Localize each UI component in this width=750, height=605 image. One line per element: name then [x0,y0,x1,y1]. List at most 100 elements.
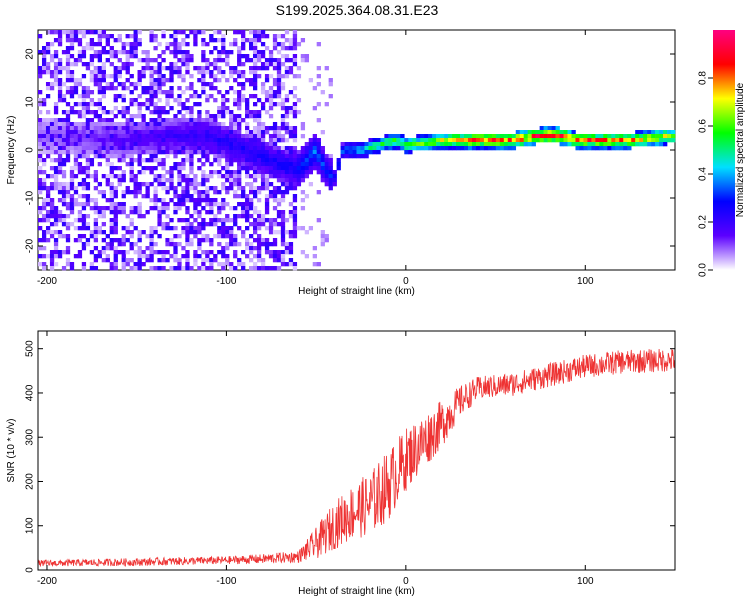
spectrogram-cell [288,90,294,95]
spectrogram-cell [173,50,178,55]
spectrogram-cell [121,110,126,115]
spectrogram-cell [328,178,333,183]
spectrogram-cell [145,146,150,151]
spectrogram-cell [448,142,453,147]
spectrogram-cell [121,114,126,119]
spectrogram-cell [260,266,266,271]
spectrogram-cell [651,134,656,139]
spectrogram-cell [268,94,274,99]
spectrogram-cell [38,122,43,127]
spectrogram-cell [193,254,198,259]
spectrogram-cell [272,138,278,143]
spectrogram-cell [591,134,596,139]
spectrogram-cell [280,162,286,167]
spectrogram-cell [260,146,266,151]
spectrogram-cell [153,38,158,43]
spectrogram-cell [49,54,55,59]
spectrogram-cell [145,254,150,259]
spectrogram-cell [141,130,146,135]
spectrogram-cell [205,58,210,63]
spectrogram-cell [157,210,162,215]
spectrogram-cell [264,198,270,203]
spectrogram-cell [304,170,310,175]
spectrogram-cell [81,194,87,199]
spectrogram-cell [97,42,102,47]
spectrogram-cell [41,138,47,143]
spectrogram-cell [233,42,238,47]
spectrogram-cell [225,262,230,267]
spectrogram-cell [260,134,266,139]
spectrogram-cell [209,62,214,67]
spectrogram-cell [292,146,298,151]
spectrogram-cell [233,138,238,143]
spectrogram-cell [165,170,170,175]
spectrogram-cell [467,134,473,139]
spectrogram-cell [284,114,290,119]
spectrogram-cell [101,174,106,179]
spectrogram-cell [268,126,274,131]
spectrogram-cell [384,134,389,139]
spectrogram-cell [280,158,286,163]
spectrogram-cell [141,182,146,187]
spectrogram-cell [249,70,254,75]
spectrogram-cell [77,210,83,215]
spectrogram-cell [117,238,122,243]
spectrogram-cell [249,38,254,43]
spectrogram-cell [296,150,302,155]
spectrogram-cell [308,146,314,151]
spectrogram-cell [101,238,106,243]
spectrogram-cell [41,98,47,103]
spectrogram-cell [471,142,477,147]
spectrogram-cell [129,174,134,179]
spectrogram-cell [424,142,429,147]
spectrogram-cell [241,158,246,163]
spectrogram-cell [65,222,71,227]
spectrogram-cell [201,154,206,159]
spectrogram-cell [57,254,63,259]
spectrogram-cell [38,246,43,251]
spectrogram-cell [209,126,214,131]
spectrogram-cell [264,218,270,223]
spectrogram-cell [81,122,87,127]
spectrogram-cell [292,266,298,271]
spectrogram-cell [615,142,620,147]
spectrogram-cell [412,138,417,143]
spectrogram-cell [189,178,194,183]
spectrogram-cell [300,154,306,159]
spectrogram-cell [225,186,230,191]
spectrogram-cell [129,150,134,155]
spectrogram-cell [205,178,210,183]
spectrogram-cell [117,154,122,159]
spectrogram-cell [85,242,91,247]
spectrogram-cell [288,166,294,171]
spectrogram-cell [209,130,214,135]
spectrogram-cell [117,110,122,115]
spectrogram-cell [38,134,43,139]
spectrogram-cell [81,86,87,91]
spectrogram-cell [117,66,122,71]
spectrogram-cell [304,150,310,155]
spectrogram-cell [671,130,676,135]
spectrogram-cell [197,214,202,219]
spectrogram-cell [61,250,67,255]
spectrogram-cell [308,138,314,143]
spectrogram-cell [655,142,660,147]
spectrogram-cell [340,154,345,159]
spectrogram-cell [260,166,266,171]
spectrogram-cell [268,50,274,55]
spectrogram-cell [217,158,222,163]
spectrogram-cell [288,178,294,183]
spectrogram-cell [85,130,91,135]
spectrogram-cell [145,150,150,155]
spectrogram-cell [444,142,449,147]
spectrogram-cell [197,70,202,75]
spectrogram-cell [320,178,325,183]
spectrogram-cell [296,170,302,175]
spectrogram-cell [109,190,114,195]
spectrogram-cell [133,262,138,267]
spectrogram-cell [61,82,67,87]
spectrogram-cell [141,170,146,175]
spectrogram-cell [213,198,218,203]
spectrogram-cell [272,158,278,163]
